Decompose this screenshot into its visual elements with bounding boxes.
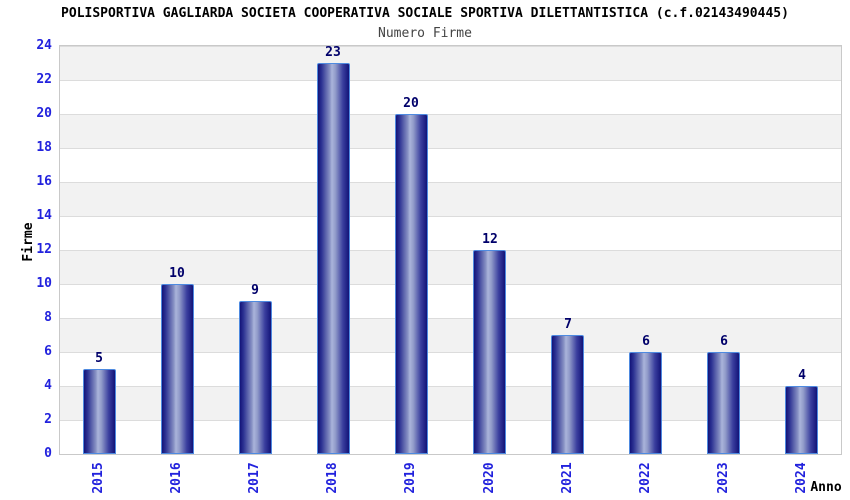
y-tick-label-16: 16: [36, 174, 52, 189]
bar-value-label-2022: 6: [642, 334, 650, 349]
x-tick-label-2023: 2023: [716, 462, 731, 494]
bar-value-label-2021: 7: [564, 317, 572, 332]
bar-value-label-2018: 23: [325, 45, 341, 60]
bar-2015: [83, 369, 116, 454]
bar-2019: [395, 114, 428, 454]
x-tick-label-2024: 2024: [794, 462, 809, 494]
y-tick-label-22: 22: [36, 72, 52, 87]
y-tick-label-18: 18: [36, 140, 52, 155]
bar-value-label-2016: 10: [169, 266, 185, 281]
y-tick-label-4: 4: [44, 378, 52, 393]
x-tick-label-2021: 2021: [560, 462, 575, 494]
x-tick-label-2017: 2017: [247, 462, 262, 494]
bar-2018: [317, 63, 350, 454]
y-tick-label-12: 12: [36, 242, 52, 257]
x-tick-label-2022: 2022: [638, 462, 653, 494]
bar-2021: [551, 335, 584, 454]
x-tick-label-2020: 2020: [482, 462, 497, 494]
x-tick-label-2019: 2019: [403, 462, 418, 494]
bar-value-label-2024: 4: [798, 368, 806, 383]
chart-subtitle: Numero Firme: [378, 26, 472, 41]
y-tick-label-24: 24: [36, 38, 52, 53]
x-axis-title: Anno: [810, 480, 842, 495]
bar-value-label-2023: 6: [720, 334, 728, 349]
bar-2024: [785, 386, 818, 454]
y-tick-label-6: 6: [44, 344, 52, 359]
bar-value-label-2015: 5: [95, 351, 103, 366]
bar-2017: [239, 301, 272, 454]
x-tick-label-2015: 2015: [91, 462, 106, 494]
y-tick-label-0: 0: [44, 446, 52, 461]
x-tick-label-2016: 2016: [169, 462, 184, 494]
y-tick-label-14: 14: [36, 208, 52, 223]
y-tick-label-10: 10: [36, 276, 52, 291]
bar-2022: [629, 352, 662, 454]
bar-2020: [473, 250, 506, 454]
bar-value-label-2020: 12: [482, 232, 498, 247]
bar-2016: [161, 284, 194, 454]
y-tick-label-2: 2: [44, 412, 52, 427]
bar-value-label-2017: 9: [251, 283, 259, 298]
x-tick-label-2018: 2018: [325, 462, 340, 494]
y-tick-label-8: 8: [44, 310, 52, 325]
y-tick-label-20: 20: [36, 106, 52, 121]
bar-2023: [707, 352, 740, 454]
bar-value-label-2019: 20: [403, 96, 419, 111]
chart-title: POLISPORTIVA GAGLIARDA SOCIETA COOPERATI…: [61, 6, 789, 21]
